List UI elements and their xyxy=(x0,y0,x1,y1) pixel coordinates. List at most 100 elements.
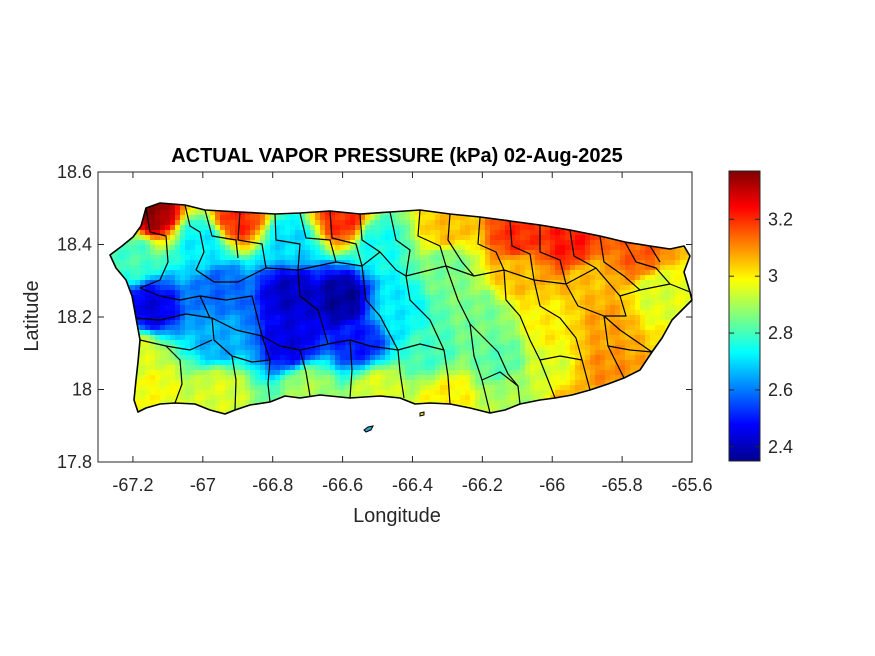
field-cell xyxy=(590,255,596,261)
field-cell xyxy=(425,240,431,246)
field-cell xyxy=(145,235,151,241)
field-cell xyxy=(210,340,216,346)
field-cell xyxy=(425,265,431,271)
field-cell xyxy=(215,245,221,251)
field-cell xyxy=(355,305,361,311)
field-cell xyxy=(335,270,341,276)
field-cell xyxy=(530,375,536,381)
field-cell xyxy=(440,220,446,226)
field-cell xyxy=(195,400,201,406)
field-cell xyxy=(560,375,566,381)
field-cell xyxy=(305,305,311,311)
field-cell xyxy=(615,305,621,311)
field-cell xyxy=(490,260,496,266)
field-cell xyxy=(620,280,626,286)
field-cell xyxy=(435,255,441,261)
field-cell xyxy=(400,275,406,281)
field-cell xyxy=(565,255,571,261)
field-cell xyxy=(255,235,261,241)
field-cell xyxy=(450,390,456,396)
field-cell xyxy=(550,335,556,341)
field-cell xyxy=(250,245,256,251)
field-cell xyxy=(370,265,376,271)
field-cell xyxy=(215,300,221,306)
field-cell xyxy=(215,390,221,396)
field-cell xyxy=(270,385,276,391)
field-cell xyxy=(305,310,311,316)
field-cell xyxy=(155,235,161,241)
field-cell xyxy=(335,385,341,391)
field-cell xyxy=(275,245,281,251)
field-cell xyxy=(465,280,471,286)
field-cell xyxy=(370,290,376,296)
field-cell xyxy=(485,235,491,241)
field-cell xyxy=(410,385,416,391)
field-cell xyxy=(200,350,206,356)
field-cell xyxy=(360,230,366,236)
field-cell xyxy=(600,260,606,266)
field-cell xyxy=(605,280,611,286)
field-cell xyxy=(485,310,491,316)
field-cell xyxy=(225,220,231,226)
field-cell xyxy=(525,255,531,261)
field-cell xyxy=(415,245,421,251)
field-cell xyxy=(410,210,416,216)
field-cell xyxy=(600,370,606,376)
field-cell xyxy=(585,310,591,316)
field-cell xyxy=(640,280,646,286)
field-cell xyxy=(335,350,341,356)
field-cell xyxy=(640,320,646,326)
field-cell xyxy=(615,275,621,281)
field-cell xyxy=(200,275,206,281)
field-cell xyxy=(585,355,591,361)
field-cell xyxy=(345,345,351,351)
field-cell xyxy=(350,255,356,261)
field-cell xyxy=(170,240,176,246)
field-cell xyxy=(150,320,156,326)
field-cell xyxy=(585,335,591,341)
field-cell xyxy=(295,385,301,391)
field-cell xyxy=(530,230,536,236)
field-cell xyxy=(630,335,636,341)
field-cell xyxy=(455,350,461,356)
field-cell xyxy=(380,320,386,326)
field-cell xyxy=(155,395,161,401)
field-cell xyxy=(430,390,436,396)
field-cell xyxy=(430,325,436,331)
field-cell xyxy=(225,240,231,246)
field-cell xyxy=(210,290,216,296)
field-cell xyxy=(200,220,206,226)
field-cell xyxy=(540,260,546,266)
field-cell xyxy=(490,345,496,351)
field-cell xyxy=(295,215,301,221)
field-cell xyxy=(340,375,346,381)
field-cell xyxy=(345,265,351,271)
field-cell xyxy=(460,325,466,331)
field-cell xyxy=(220,370,226,376)
field-cell xyxy=(240,325,246,331)
field-cell xyxy=(160,355,166,361)
field-cell xyxy=(560,350,566,356)
field-cell xyxy=(260,230,266,236)
field-cell xyxy=(560,390,566,396)
field-cell xyxy=(420,380,426,386)
field-cell xyxy=(515,225,521,231)
field-cell xyxy=(315,225,321,231)
field-cell xyxy=(495,305,501,311)
field-cell xyxy=(660,315,666,321)
field-cell xyxy=(465,345,471,351)
field-cell xyxy=(310,325,316,331)
field-cell xyxy=(250,370,256,376)
field-cell xyxy=(370,300,376,306)
field-cell xyxy=(250,380,256,386)
field-cell xyxy=(220,385,226,391)
field-cell xyxy=(600,245,606,251)
field-cell xyxy=(225,315,231,321)
field-cell xyxy=(450,240,456,246)
field-cell xyxy=(325,305,331,311)
field-cell xyxy=(625,345,631,351)
field-cell xyxy=(265,255,271,261)
field-cell xyxy=(270,275,276,281)
field-cell xyxy=(275,335,281,341)
field-cell xyxy=(135,270,141,276)
